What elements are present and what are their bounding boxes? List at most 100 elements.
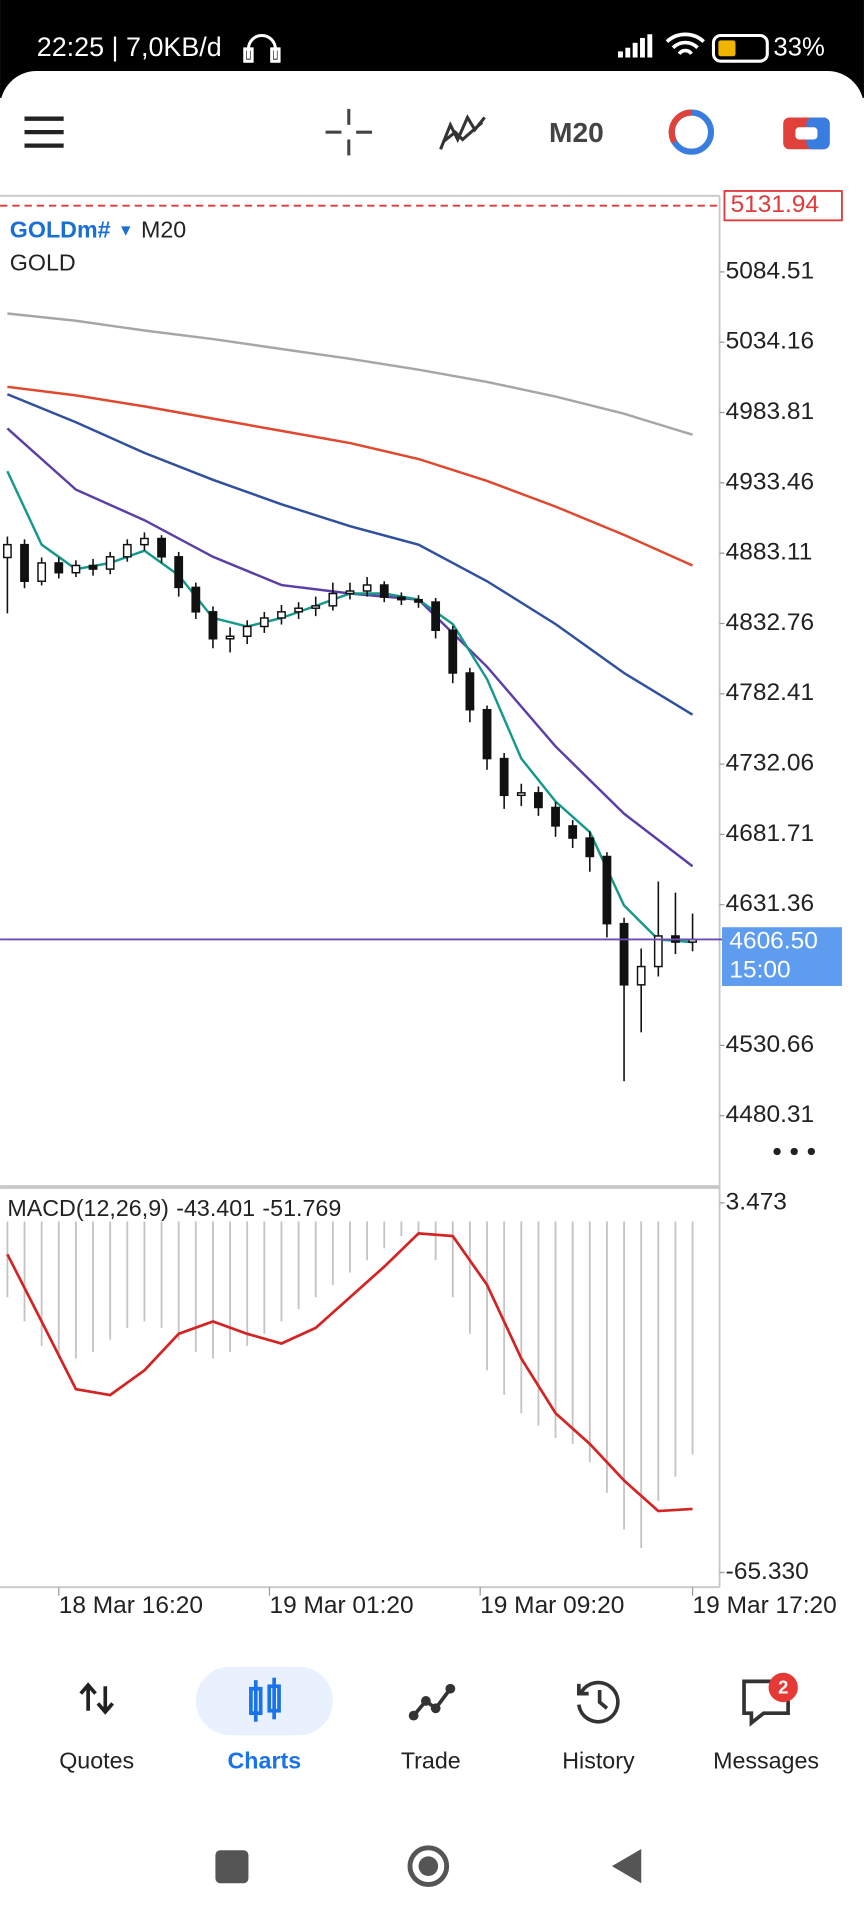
menu-button[interactable] — [24, 116, 64, 148]
candle-body — [225, 635, 235, 640]
macd-tick-label: 3.473 — [726, 1188, 787, 1215]
candle-body — [328, 592, 338, 607]
candle-body — [20, 543, 29, 582]
price-tick-label: 5034.16 — [726, 328, 814, 355]
max-price-label: 5131.94 — [731, 191, 819, 218]
chart-symbol[interactable]: GOLDm# ▼ M20 — [10, 216, 186, 242]
candle-body — [516, 792, 526, 797]
more-button[interactable] — [773, 1147, 816, 1156]
price-tick-label: 4983.81 — [726, 398, 814, 425]
charts-icon — [249, 1677, 281, 1722]
dot — [807, 1147, 816, 1156]
candle-body — [602, 855, 612, 925]
candle-body — [208, 611, 218, 640]
price-tick-label: 4480.31 — [726, 1101, 814, 1128]
price-tick-label: 4530.66 — [726, 1031, 814, 1058]
candle-body — [431, 601, 441, 631]
candle-body — [157, 537, 166, 558]
candle-body — [585, 837, 595, 858]
headphone-icon — [243, 33, 281, 63]
bar-time-label: 15:00 — [729, 957, 790, 984]
nav-trade[interactable]: Trade — [401, 1747, 461, 1773]
nav-charts[interactable]: Charts — [228, 1747, 302, 1773]
max-price-box — [723, 190, 843, 222]
nav-messages[interactable]: Messages — [713, 1747, 819, 1773]
quotes-icon — [79, 1682, 115, 1715]
candle-body — [619, 922, 629, 986]
status-text: 22:25 | 7,0KB/d — [37, 32, 222, 62]
price-tick-label: 5084.51 — [726, 257, 814, 284]
candle-body — [379, 584, 389, 598]
nav-history[interactable]: History — [562, 1747, 635, 1773]
candle-body — [362, 584, 372, 592]
clock-arc — [668, 109, 692, 144]
candle-body — [242, 625, 252, 637]
nav-quotes[interactable]: Quotes — [59, 1747, 134, 1773]
dot — [408, 1710, 419, 1721]
price-tick-label: 4732.06 — [726, 750, 814, 777]
candle-body — [174, 556, 184, 589]
messages-badge: 2 — [778, 1677, 788, 1698]
indicators-button[interactable] — [439, 114, 486, 150]
time-tick-label: 19 Mar 01:20 — [269, 1592, 413, 1619]
candle-body — [534, 792, 543, 809]
candle-body — [294, 607, 304, 613]
price-tick-label: 4832.76 — [726, 609, 814, 636]
candle-body — [88, 564, 98, 570]
candle-body — [277, 611, 286, 619]
candle-body — [551, 806, 560, 827]
timeframe-button[interactable]: M20 — [549, 117, 604, 148]
badge-bg — [768, 1672, 798, 1703]
trade-icon — [412, 1687, 452, 1717]
home-button[interactable] — [407, 1845, 450, 1887]
candle-body — [448, 629, 458, 674]
last-price-box — [722, 927, 842, 986]
dot — [430, 1703, 441, 1714]
back-button[interactable] — [611, 1849, 642, 1884]
app-panel — [0, 107, 864, 1920]
candle-body — [140, 537, 149, 546]
price-tick-label: 4933.46 — [726, 468, 814, 495]
price-tick-label: 4631.36 — [726, 890, 814, 917]
macd-header: MACD(12,26,9) -43.401 -51.769 — [7, 1195, 341, 1221]
dot — [790, 1147, 798, 1156]
candle-body — [499, 757, 509, 797]
nav-active-pill — [195, 1666, 333, 1736]
candle-body — [122, 543, 132, 558]
candle-body — [71, 564, 81, 574]
time-tick-label: 19 Mar 09:20 — [480, 1592, 624, 1619]
macd-title: MACD(12,26,9) — [7, 1195, 169, 1221]
wifi-icon — [665, 32, 705, 56]
macd-signal-line — [6, 1231, 693, 1513]
macd-tick-label: -65.330 — [726, 1558, 809, 1585]
one-click-center — [795, 127, 818, 140]
trade-clock-button[interactable] — [668, 109, 715, 155]
crosshair-button[interactable] — [325, 108, 373, 156]
moving-average-line — [6, 393, 694, 716]
candle-body — [414, 598, 423, 603]
battery-level — [718, 40, 736, 57]
last-price-label: 4606.50 — [729, 927, 817, 954]
one-click-right — [806, 117, 830, 150]
candle-body — [54, 562, 64, 574]
candle-body — [105, 556, 115, 570]
candle-body — [311, 605, 321, 609]
home-button-dot — [418, 1856, 439, 1876]
price-tick-label: 4681.71 — [726, 820, 814, 847]
one-click-button[interactable] — [783, 117, 830, 150]
candle-body — [653, 935, 663, 968]
dot — [773, 1147, 781, 1156]
price-tick-label: 4782.41 — [726, 679, 814, 706]
candle-body — [37, 562, 47, 582]
candle-body — [191, 586, 201, 613]
moving-average-line — [7, 312, 693, 436]
macd-main-value: -43.401 — [176, 1195, 255, 1221]
signal-icon — [618, 34, 653, 58]
recent-apps-button[interactable] — [215, 1850, 249, 1884]
symbol-timeframe: M20 — [141, 216, 186, 242]
candle-body — [396, 596, 406, 601]
dot — [420, 1696, 431, 1706]
symbol-name: GOLDm# — [10, 216, 111, 242]
